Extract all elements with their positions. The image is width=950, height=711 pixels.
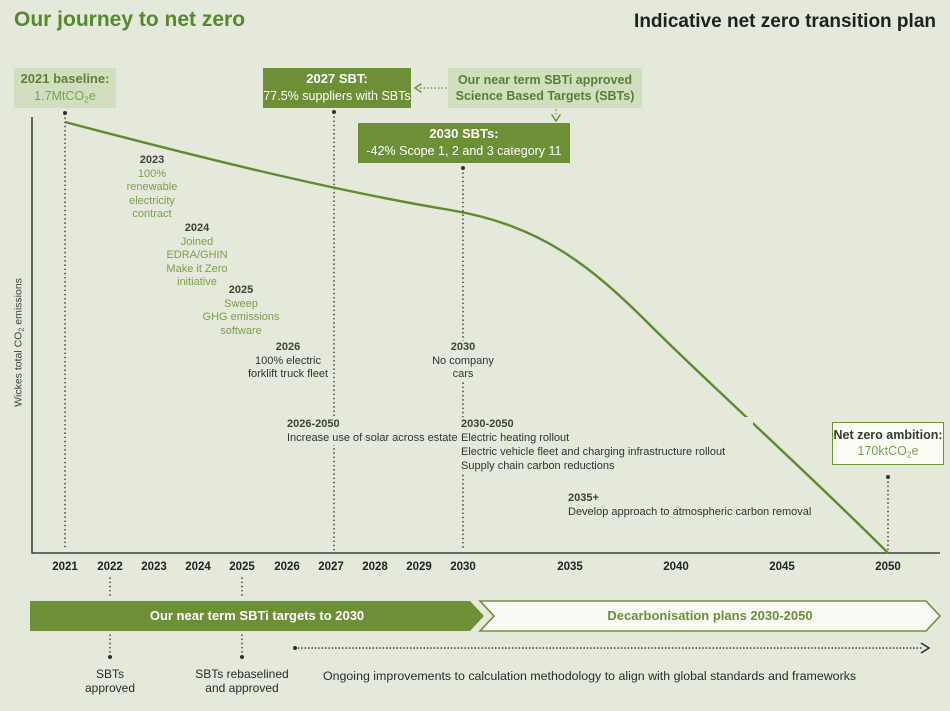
milestone-2025: 2025 Sweep GHG emissions software [202,284,280,337]
x-tick-2029: 2029 [406,561,432,573]
milestone-2024: 2024 Joined EDRA/GHIN Make it Zero initi… [166,222,228,288]
net-zero-value: 170ktCO2e [857,443,919,460]
x-tick-2030: 2030 [450,561,476,573]
x-tick-2028: 2028 [362,561,388,573]
page-title: Our journey to net zero [14,8,246,31]
decarbonisation-bar-label: Decarbonisation plans 2030-2050 [607,608,813,623]
arrowhead-right-icon [920,642,931,654]
decarbonisation-bar [478,600,942,632]
baseline-box: 2021 baseline: 1.7MtCO2e [14,68,116,108]
milestone-2030: 2030 No company cars [413,341,513,382]
x-tick-2040: 2040 [663,561,689,573]
x-tick-2022: 2022 [97,561,123,573]
arrowhead-down-icon [551,114,561,123]
baseline-value: 1.7MtCO2e [34,88,96,105]
milestone-2030-2050: 2030-2050 Electric heating rollout Elect… [461,417,753,473]
sbt-2030-box: 2030 SBTs: -42% Scope 1, 2 and 3 categor… [358,123,570,163]
axes [31,117,940,554]
emissions-curve [64,120,889,554]
net-zero-heading: Net zero ambition: [833,427,943,442]
sbt-2027-box: 2027 SBT: 77.5% suppliers with SBTs [263,68,411,108]
sbt-2030-body: -42% Scope 1, 2 and 3 category 11 [366,144,562,159]
x-tick-2045: 2045 [769,561,795,573]
baseline-heading: 2021 baseline: [20,70,110,86]
x-tick-2027: 2027 [318,561,344,573]
footnote-sbts-approved: SBTs approved [84,667,136,695]
footnote-ongoing-improvements: Ongoing improvements to calculation meth… [323,669,857,683]
milestone-2026: 2026 100% electric forklift truck fleet [247,341,329,380]
milestone-2026-2050: 2026-2050 Increase use of solar across e… [287,417,469,445]
x-tick-2023: 2023 [141,561,167,573]
x-tick-2050: 2050 [875,561,901,573]
milestone-2035-plus: 2035+ Develop approach to atmospheric ca… [568,492,812,518]
x-tick-2026: 2026 [274,561,300,573]
sbti-note-box: Our near term SBTi approved Science Base… [448,68,642,108]
footnote-sbts-rebaselined: SBTs rebaselined and approved [195,667,289,695]
milestone-2023: 2023 100% renewable electricity contract [126,154,178,220]
arrowhead-left-icon [413,83,422,93]
x-tick-2021: 2021 [52,561,78,573]
x-tick-2035: 2035 [557,561,583,573]
sbti-note-line1: Our near term SBTi approved [457,72,633,87]
near-term-bar-label: Our near term SBTi targets to 2030 [149,608,365,623]
sbt-2027-body: 77.5% suppliers with SBTs [263,89,411,104]
sbti-note-line2: Science Based Targets (SBTs) [455,89,635,103]
sbt-2027-heading: 2027 SBT: [306,71,368,87]
near-term-bar [30,601,484,631]
x-tick-2024: 2024 [185,561,211,573]
subtitle: Indicative net zero transition plan [634,11,936,32]
sbt-2030-heading: 2030 SBTs: [429,126,499,142]
net-zero-box: Net zero ambition: 170ktCO2e [832,422,944,465]
x-tick-2025: 2025 [229,561,255,573]
y-axis-label: Wickes total CO2 emissions [12,278,26,407]
